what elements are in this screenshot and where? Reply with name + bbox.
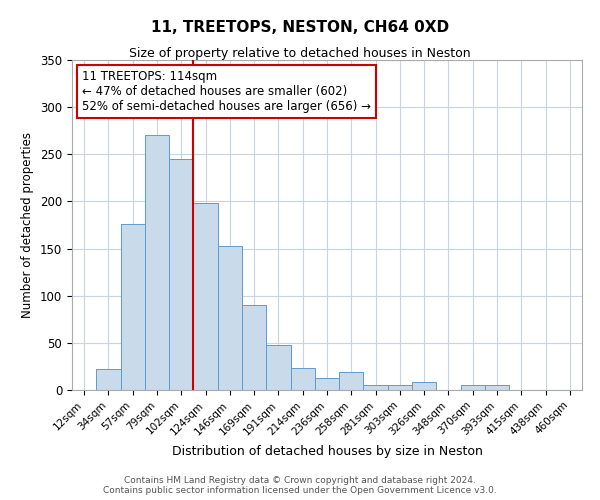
Text: 11 TREETOPS: 114sqm
← 47% of detached houses are smaller (602)
52% of semi-detac: 11 TREETOPS: 114sqm ← 47% of detached ho… [82, 70, 371, 113]
Text: 11, TREETOPS, NESTON, CH64 0XD: 11, TREETOPS, NESTON, CH64 0XD [151, 20, 449, 35]
Text: Contains HM Land Registry data © Crown copyright and database right 2024.
Contai: Contains HM Land Registry data © Crown c… [103, 476, 497, 495]
Bar [339, 372, 364, 390]
Text: Size of property relative to detached houses in Neston: Size of property relative to detached ho… [129, 48, 471, 60]
Bar [290, 368, 315, 390]
Bar [193, 204, 218, 390]
Bar [364, 386, 388, 390]
Bar [121, 224, 145, 390]
X-axis label: Distribution of detached houses by size in Neston: Distribution of detached houses by size … [172, 445, 482, 458]
Bar [388, 386, 412, 390]
Bar [218, 246, 242, 390]
Bar [145, 136, 169, 390]
Bar [461, 386, 485, 390]
Bar [242, 305, 266, 390]
Bar [266, 344, 290, 390]
Bar [412, 382, 436, 390]
Bar [169, 159, 193, 390]
Bar [96, 370, 121, 390]
Bar [485, 386, 509, 390]
Y-axis label: Number of detached properties: Number of detached properties [22, 132, 34, 318]
Bar [315, 378, 339, 390]
